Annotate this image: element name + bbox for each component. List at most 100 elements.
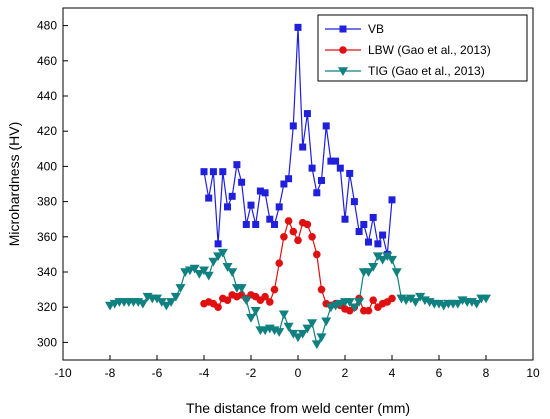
data-point — [313, 250, 321, 259]
data-point — [241, 296, 252, 306]
data-point — [374, 240, 382, 248]
x-tick-label: -6 — [152, 366, 163, 380]
data-point — [223, 296, 232, 304]
data-point — [242, 220, 250, 228]
legend-entries: VB LBW (Gao et al., 2013) TIG (Gao et al.,… — [325, 22, 491, 78]
data-point — [270, 285, 279, 294]
data-point — [261, 292, 269, 301]
data-point — [308, 164, 316, 172]
data-point — [346, 169, 354, 177]
x-tick-label: -10 — [54, 366, 72, 380]
y-tick-label: 460 — [37, 54, 57, 68]
data-point — [213, 252, 224, 262]
x-tick-label: 8 — [483, 366, 490, 380]
data-point — [266, 215, 274, 223]
data-point — [152, 294, 162, 304]
data-point — [224, 203, 231, 211]
data-point — [327, 157, 335, 165]
data-point — [322, 122, 330, 130]
data-point — [332, 157, 340, 165]
x-tick-label: 4 — [389, 366, 396, 380]
data-point — [349, 303, 360, 313]
series-layer — [105, 23, 491, 350]
legend-label: LBW (Gao et al., 2013) — [368, 43, 491, 57]
data-point — [379, 231, 387, 239]
data-point — [452, 299, 463, 309]
data-point — [219, 168, 227, 176]
data-point — [299, 143, 307, 151]
data-point — [280, 180, 288, 188]
data-point — [308, 233, 316, 241]
y-tick-label: 360 — [37, 230, 57, 244]
data-point — [274, 328, 285, 337]
data-point — [170, 292, 181, 302]
series-2 — [105, 248, 491, 350]
data-point — [275, 259, 284, 268]
legend-label: VB — [368, 22, 384, 36]
data-point — [284, 217, 293, 225]
data-point — [369, 296, 378, 304]
data-point — [266, 298, 274, 306]
data-point — [214, 240, 222, 248]
data-point — [194, 270, 205, 279]
data-point — [209, 168, 217, 176]
data-point — [228, 192, 236, 200]
data-point — [363, 268, 374, 277]
data-point — [382, 252, 393, 262]
x-tick-label: 0 — [295, 366, 302, 380]
legend-box — [317, 14, 528, 82]
data-point — [294, 23, 302, 31]
data-point — [316, 333, 327, 343]
x-tick-label: 2 — [342, 366, 349, 380]
data-point — [285, 175, 293, 183]
data-point — [166, 298, 177, 307]
data-point — [233, 161, 241, 169]
data-point — [289, 122, 297, 130]
data-point — [365, 238, 372, 246]
data-point — [199, 266, 209, 276]
data-point — [208, 257, 219, 267]
data-point — [288, 329, 299, 339]
data-point — [238, 178, 246, 186]
data-point — [387, 255, 397, 265]
legend: VB LBW (Gao et al., 2013) TIG (Gao et al.,… — [317, 14, 528, 82]
data-point — [471, 299, 482, 309]
y-tick-label: 320 — [37, 300, 57, 314]
data-point — [293, 333, 303, 343]
data-point — [214, 303, 222, 312]
x-axis-label: The distance from weld center (mm) — [186, 400, 410, 416]
data-point — [200, 168, 208, 176]
data-point — [313, 189, 321, 197]
data-point — [294, 236, 302, 245]
data-point — [283, 322, 294, 332]
data-point — [410, 298, 421, 307]
data-point — [156, 298, 167, 307]
y-tick-label: 300 — [37, 335, 57, 349]
data-point — [161, 301, 172, 311]
y-tick-label: 340 — [37, 265, 57, 279]
data-point — [137, 299, 148, 309]
data-point — [303, 220, 312, 229]
data-point — [175, 284, 186, 293]
data-point — [481, 294, 491, 304]
y-tick-label: 420 — [37, 124, 57, 138]
data-point — [246, 314, 256, 323]
data-point — [275, 203, 283, 211]
data-point — [280, 233, 288, 241]
data-point — [302, 324, 313, 334]
data-point — [415, 292, 426, 302]
data-point — [355, 228, 363, 236]
data-point — [318, 176, 325, 184]
y-tick-label: 440 — [37, 89, 57, 103]
legend-marker — [339, 46, 347, 54]
data-point — [354, 298, 365, 307]
x-axis-ticks: -10 -8 -6 -4 -2 0 2 4 6 8 10 — [54, 355, 540, 380]
y-tick-label: 480 — [37, 19, 57, 33]
data-point — [391, 268, 402, 277]
x-tick-label: -2 — [246, 366, 257, 380]
y-tick-label: 380 — [37, 195, 57, 209]
data-point — [341, 215, 349, 223]
data-point — [252, 220, 260, 228]
legend-marker — [338, 67, 348, 76]
data-point — [405, 294, 416, 304]
